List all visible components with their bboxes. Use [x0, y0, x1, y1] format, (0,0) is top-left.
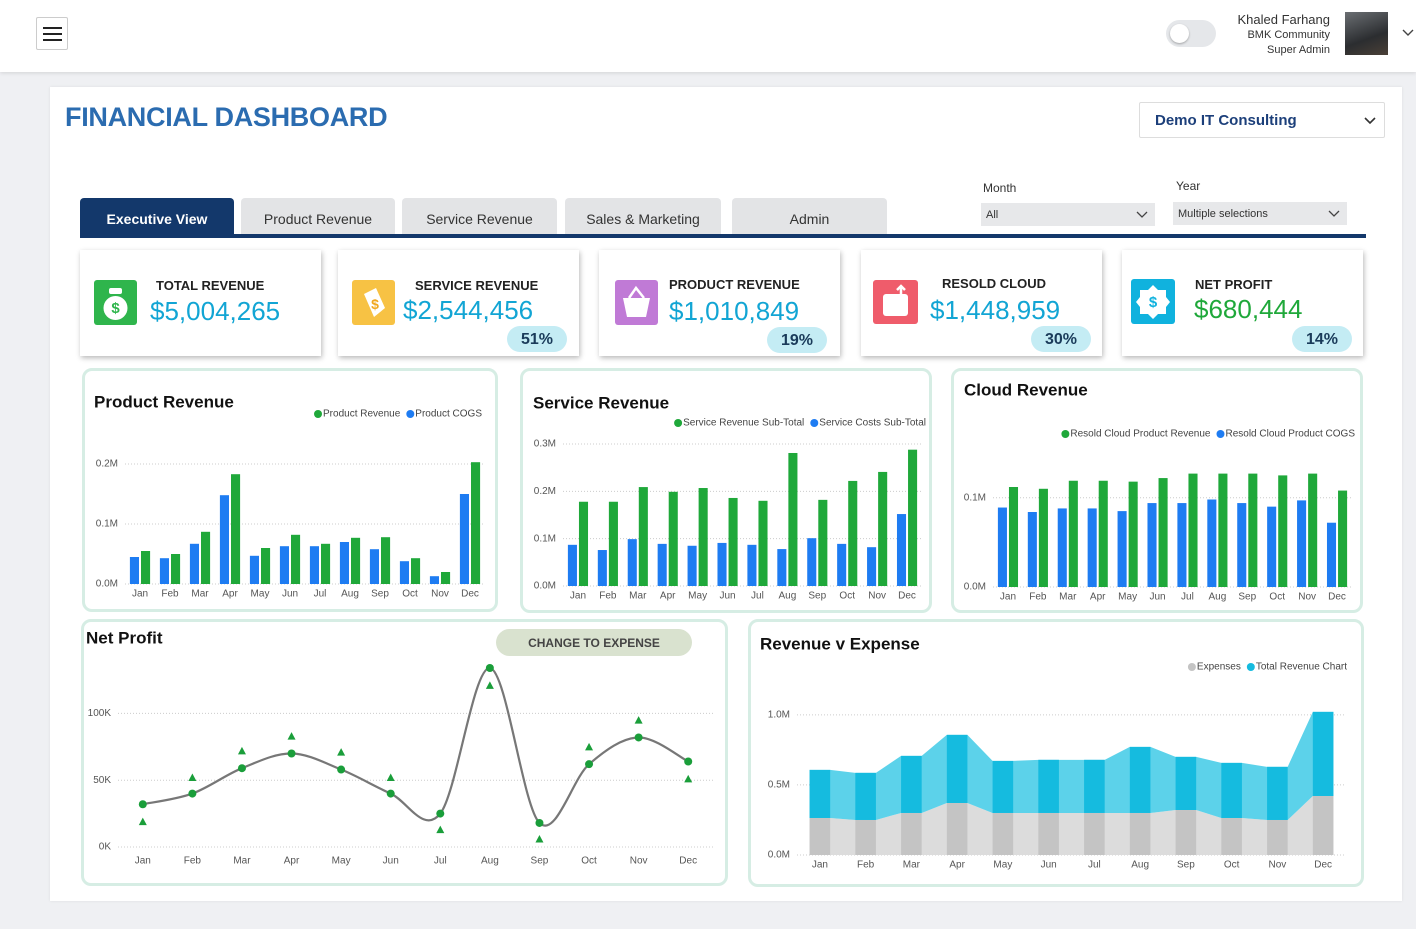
kpi-share: 30% — [1031, 326, 1091, 352]
filter-label: Month — [983, 181, 1017, 195]
company-name: Demo IT Consulting — [1155, 112, 1297, 129]
menu-button[interactable] — [36, 17, 68, 50]
kpi-value: $1,010,849 — [669, 296, 800, 326]
tab[interactable]: Product Revenue — [241, 198, 395, 234]
kpi-card: $ SERVICE REVENUE $2,544,456 51% — [338, 250, 579, 356]
svg-text:$: $ — [111, 300, 120, 317]
kpi-value: $2,544,456 — [403, 295, 534, 325]
user-role: Super Admin — [1267, 44, 1330, 56]
chart-panel — [81, 619, 728, 886]
kpi-label: PRODUCT REVENUE — [669, 277, 800, 292]
svg-text:$: $ — [371, 296, 379, 312]
company-dropdown[interactable]: Demo IT Consulting — [1139, 102, 1385, 138]
tab[interactable]: Sales & Marketing — [565, 198, 721, 234]
kpi-label: NET PROFIT — [1195, 277, 1273, 292]
filter-value: All — [986, 209, 999, 221]
change-view-button[interactable]: CHANGE TO EXPENSE — [496, 629, 692, 656]
tab[interactable]: Service Revenue — [402, 198, 557, 234]
filter-dropdown[interactable]: All — [981, 203, 1155, 226]
svg-text:$: $ — [1149, 294, 1158, 311]
top-bar: Khaled Farhang BMK Community Super Admin — [0, 0, 1416, 72]
filter-dropdown[interactable]: Multiple selections — [1173, 202, 1347, 225]
dashboard-title: FINANCIAL DASHBOARD — [65, 102, 388, 132]
tab-underline — [80, 234, 1366, 238]
user-menu-chevron[interactable] — [1402, 28, 1414, 38]
kpi-value: $1,448,959 — [930, 295, 1061, 325]
tab[interactable]: Executive View — [80, 198, 234, 234]
kpi-label: TOTAL REVENUE — [156, 278, 265, 293]
user-name: Khaled Farhang — [1237, 12, 1330, 27]
filter-label: Year — [1176, 179, 1201, 193]
kpi-card: $ TOTAL REVENUE $5,004,265 — [80, 250, 321, 356]
kpi-value: $5,004,265 — [150, 296, 281, 326]
kpi-label: SERVICE REVENUE — [415, 278, 539, 293]
theme-toggle[interactable] — [1166, 20, 1216, 47]
chart-panel — [82, 368, 498, 612]
chart-panel — [520, 368, 932, 613]
kpi-label: RESOLD CLOUD — [942, 276, 1046, 291]
user-organization: BMK Community — [1247, 29, 1330, 41]
kpi-share: 19% — [767, 327, 827, 353]
chart-panel — [951, 368, 1363, 613]
avatar[interactable] — [1345, 12, 1388, 55]
kpi-card: PRODUCT REVENUE $1,010,849 19% — [599, 250, 840, 356]
tab[interactable]: Admin — [732, 198, 887, 234]
kpi-card: RESOLD CLOUD $1,448,959 30% — [861, 250, 1102, 356]
chart-panel — [748, 619, 1364, 887]
filter-value: Multiple selections — [1178, 208, 1268, 220]
kpi-card: $ NET PROFIT $680,444 14% — [1122, 250, 1363, 356]
kpi-share: 14% — [1292, 326, 1352, 352]
kpi-value: $680,444 — [1194, 294, 1303, 324]
kpi-share: 51% — [507, 326, 567, 352]
